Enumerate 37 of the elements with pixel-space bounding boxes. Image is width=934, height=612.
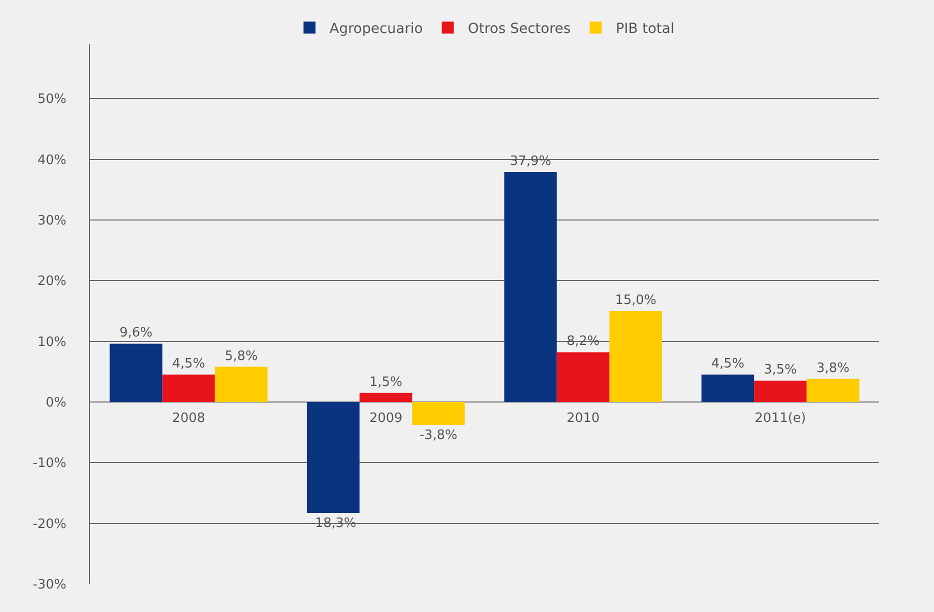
- legend-label: Agropecuario: [330, 21, 423, 38]
- bar: [701, 374, 754, 402]
- data-label: 4,5%: [172, 356, 206, 372]
- bar: [360, 392, 412, 402]
- data-label: 3,8%: [816, 360, 850, 376]
- y-tick-label: 20%: [37, 274, 66, 290]
- bar: [162, 374, 215, 402]
- data-label: 5,8%: [224, 348, 258, 364]
- bar: [214, 366, 268, 402]
- bar: [806, 378, 860, 402]
- bar: [609, 310, 662, 402]
- data-label: 4,5%: [711, 356, 744, 372]
- y-tick-label: 10%: [37, 334, 66, 350]
- bar: [504, 172, 557, 402]
- bar: [110, 344, 162, 402]
- y-tick-label: 50%: [37, 92, 66, 108]
- data-label: -3,8%: [420, 428, 458, 444]
- bar: [556, 352, 610, 402]
- y-tick-label: -10%: [32, 456, 66, 472]
- bar: [754, 380, 807, 402]
- legend-label: Otros Sectores: [468, 21, 571, 38]
- x-tick-label: 2008: [172, 410, 206, 426]
- y-tick-label: 40%: [37, 152, 66, 168]
- x-tick-label: 2009: [369, 410, 402, 426]
- bar: [412, 402, 465, 426]
- x-tick-label: 2010: [566, 410, 600, 426]
- bar: [306, 402, 360, 514]
- data-label: 15,0%: [615, 292, 656, 308]
- y-tick-label: 30%: [37, 214, 66, 229]
- y-tick-label: -20%: [32, 516, 66, 532]
- legend-label: PIB total: [616, 21, 674, 38]
- y-tick-label: -30%: [32, 578, 66, 593]
- data-label: 3,5%: [764, 362, 797, 378]
- y-tick-label: 0%: [46, 396, 66, 411]
- data-label: 1,5%: [369, 374, 402, 390]
- x-tick-label: 2011(e): [754, 410, 806, 426]
- data-label: 9,6%: [120, 326, 153, 341]
